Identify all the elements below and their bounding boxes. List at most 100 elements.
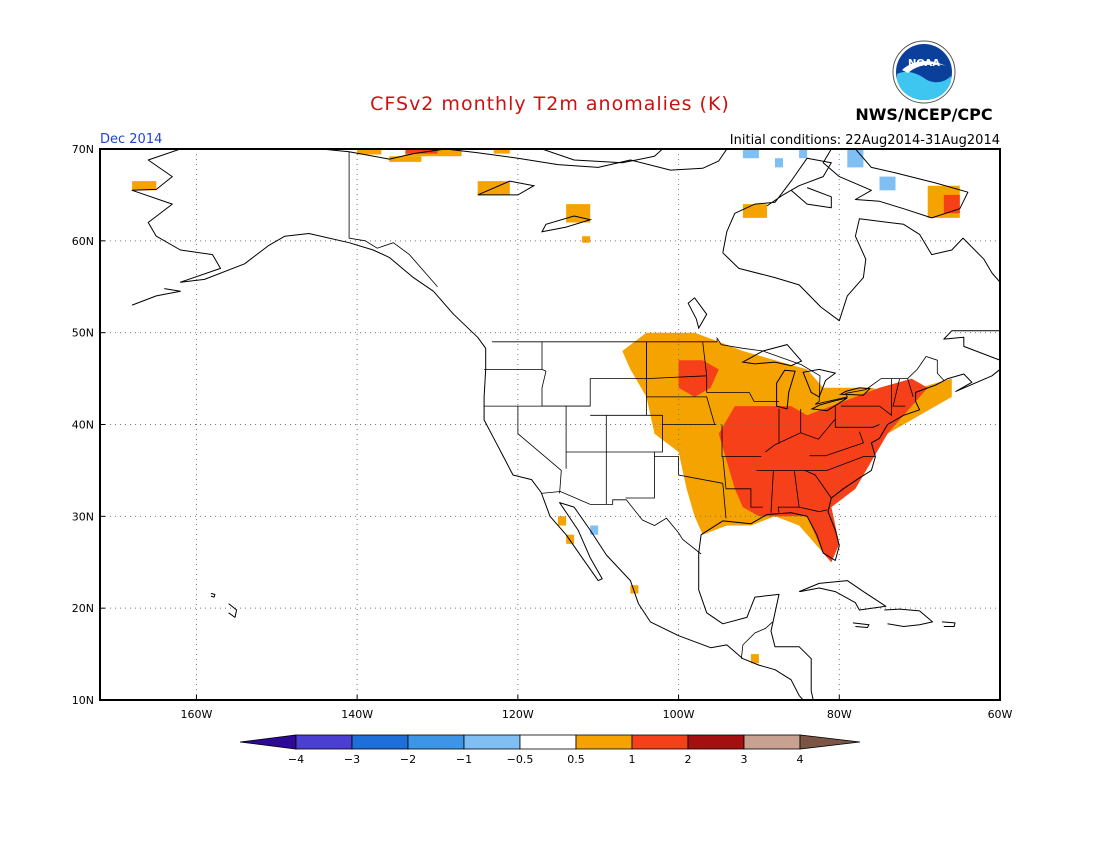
anomaly-northern-canada-2 — [389, 156, 422, 162]
lat-label-40N: 40N — [72, 419, 94, 432]
lake-superior — [741, 344, 803, 367]
lake-michigan — [776, 369, 796, 410]
canada-east-coast — [943, 330, 999, 361]
axis-labels: 10N 20N 30N 40N 50N 60N 70N 160W 140W 120W 100W 80W… — [72, 143, 1013, 721]
puerto-rico — [942, 621, 956, 627]
legend-swatch-6 — [575, 734, 633, 750]
us-state-line-24 — [834, 406, 880, 428]
lat-label-20N: 20N — [72, 602, 94, 615]
lake-ontario — [839, 387, 871, 396]
lon-label-80W: 80W — [827, 708, 852, 721]
us-state-line-3 — [517, 406, 562, 494]
anomaly-labrador-2K — [943, 194, 960, 214]
hispaniola — [884, 608, 933, 627]
gulf-coast — [698, 369, 999, 699]
newfoundland — [1004, 319, 1056, 363]
lat-label-30N: 30N — [72, 510, 94, 523]
alaska-canada-border — [348, 151, 438, 288]
us-mexico-border — [541, 491, 702, 555]
legend-label: 2 — [685, 753, 692, 766]
lake-huron — [802, 368, 837, 398]
guatemala-border — [740, 621, 773, 659]
anomaly-northern-canada-1 — [357, 150, 382, 155]
anomaly-baffin-cool — [879, 176, 896, 191]
lon-label-120W: 120W — [502, 708, 534, 721]
legend-label: −4 — [288, 753, 304, 766]
us-state-line-17 — [770, 470, 774, 513]
anomaly-arctic-cool-4 — [847, 150, 864, 168]
legend-swatch-8 — [687, 734, 745, 750]
anomaly-upper-midwest-warm-2K — [678, 360, 719, 397]
hawaii — [228, 603, 238, 618]
us-state-line-25 — [840, 378, 892, 417]
legend-label: 0.5 — [567, 753, 585, 766]
chart-title: CFSv2 monthly T2m anomalies (K) — [370, 93, 730, 115]
arctic-mainland — [349, 150, 727, 171]
legend-label: 1 — [629, 753, 636, 766]
lake-erie — [810, 397, 848, 412]
aleutian — [131, 288, 181, 306]
lat-label-50N: 50N — [72, 327, 94, 340]
anomaly-canada-arctic-2 — [566, 204, 591, 223]
legend-swatch-max — [799, 734, 861, 750]
legend-swatch-2 — [351, 734, 409, 750]
legend-swatch-3 — [407, 734, 465, 750]
hudson-west — [722, 157, 832, 253]
lon-label-60W: 60W — [988, 708, 1013, 721]
legend-swatch-7 — [631, 734, 689, 750]
noaa-logo-wave — [897, 71, 951, 100]
agency-label: NWS/NCEP/CPC — [855, 105, 992, 124]
us-state-line-9 — [646, 375, 707, 379]
us-state-line-31 — [722, 483, 727, 519]
initial-conditions-label: Initial conditions: 22Aug2014-31Aug2014 — [730, 133, 1000, 148]
lat-label-70N: 70N — [72, 143, 94, 156]
baffin-island — [822, 150, 969, 219]
legend-label: −0.5 — [507, 753, 534, 766]
lat-label-60N: 60N — [72, 235, 94, 248]
anomaly-arctic-cool-3 — [799, 150, 808, 159]
cuba — [798, 580, 887, 611]
great-slave-lake — [541, 215, 593, 233]
us-state-line-7 — [590, 414, 663, 452]
southampton-island — [790, 187, 832, 209]
anomaly-arctic-cool-1 — [742, 150, 759, 159]
anomaly-mexico-cool — [590, 525, 599, 535]
legend-swatch-4 — [463, 734, 521, 750]
great-bear-lake — [477, 180, 536, 196]
noaa-logo-text: NOAA — [908, 58, 940, 69]
noaa-logo-bird — [902, 61, 946, 73]
us-state-line-20 — [748, 392, 779, 402]
lake-winnipeg — [687, 297, 708, 330]
anomaly-canada-arctic-3 — [582, 236, 591, 243]
legend-swatch-1 — [295, 734, 353, 750]
us-state-line-18 — [777, 470, 800, 513]
lon-label-140W: 140W — [341, 708, 373, 721]
us-state-line-11 — [625, 452, 655, 499]
us-state-line-28 — [809, 431, 864, 457]
anomaly-alaska-west — [132, 181, 157, 191]
us-state-line-16 — [722, 456, 763, 508]
noaa-logo: NOAA — [892, 40, 956, 104]
us-state-line-19 — [756, 456, 876, 471]
legend-label: −2 — [400, 753, 416, 766]
anomaly-hudson-east — [742, 204, 767, 218]
legend-label: −1 — [456, 753, 472, 766]
anomaly-arctic-cool-2 — [775, 158, 783, 168]
anomaly-northern-canada-5 — [493, 150, 510, 154]
legend-label: −3 — [344, 753, 360, 766]
lat-label-10N: 10N — [72, 694, 94, 707]
legend-swatch-5 — [519, 734, 577, 750]
alaska-coast — [131, 150, 434, 292]
hudson-bay — [722, 218, 999, 322]
us-canada-border — [492, 336, 945, 405]
coastline-layer — [131, 150, 1056, 699]
legend-label: 3 — [741, 753, 748, 766]
us-state-line-15 — [721, 424, 762, 458]
jamaica — [852, 622, 870, 628]
anomaly-central-america — [750, 654, 759, 664]
color-legend: −4 −3 −2 −1 −0.5 0.5 1 2 3 4 — [239, 734, 861, 766]
lon-label-160W: 160W — [180, 708, 212, 721]
legend-swatch-9 — [743, 734, 801, 750]
